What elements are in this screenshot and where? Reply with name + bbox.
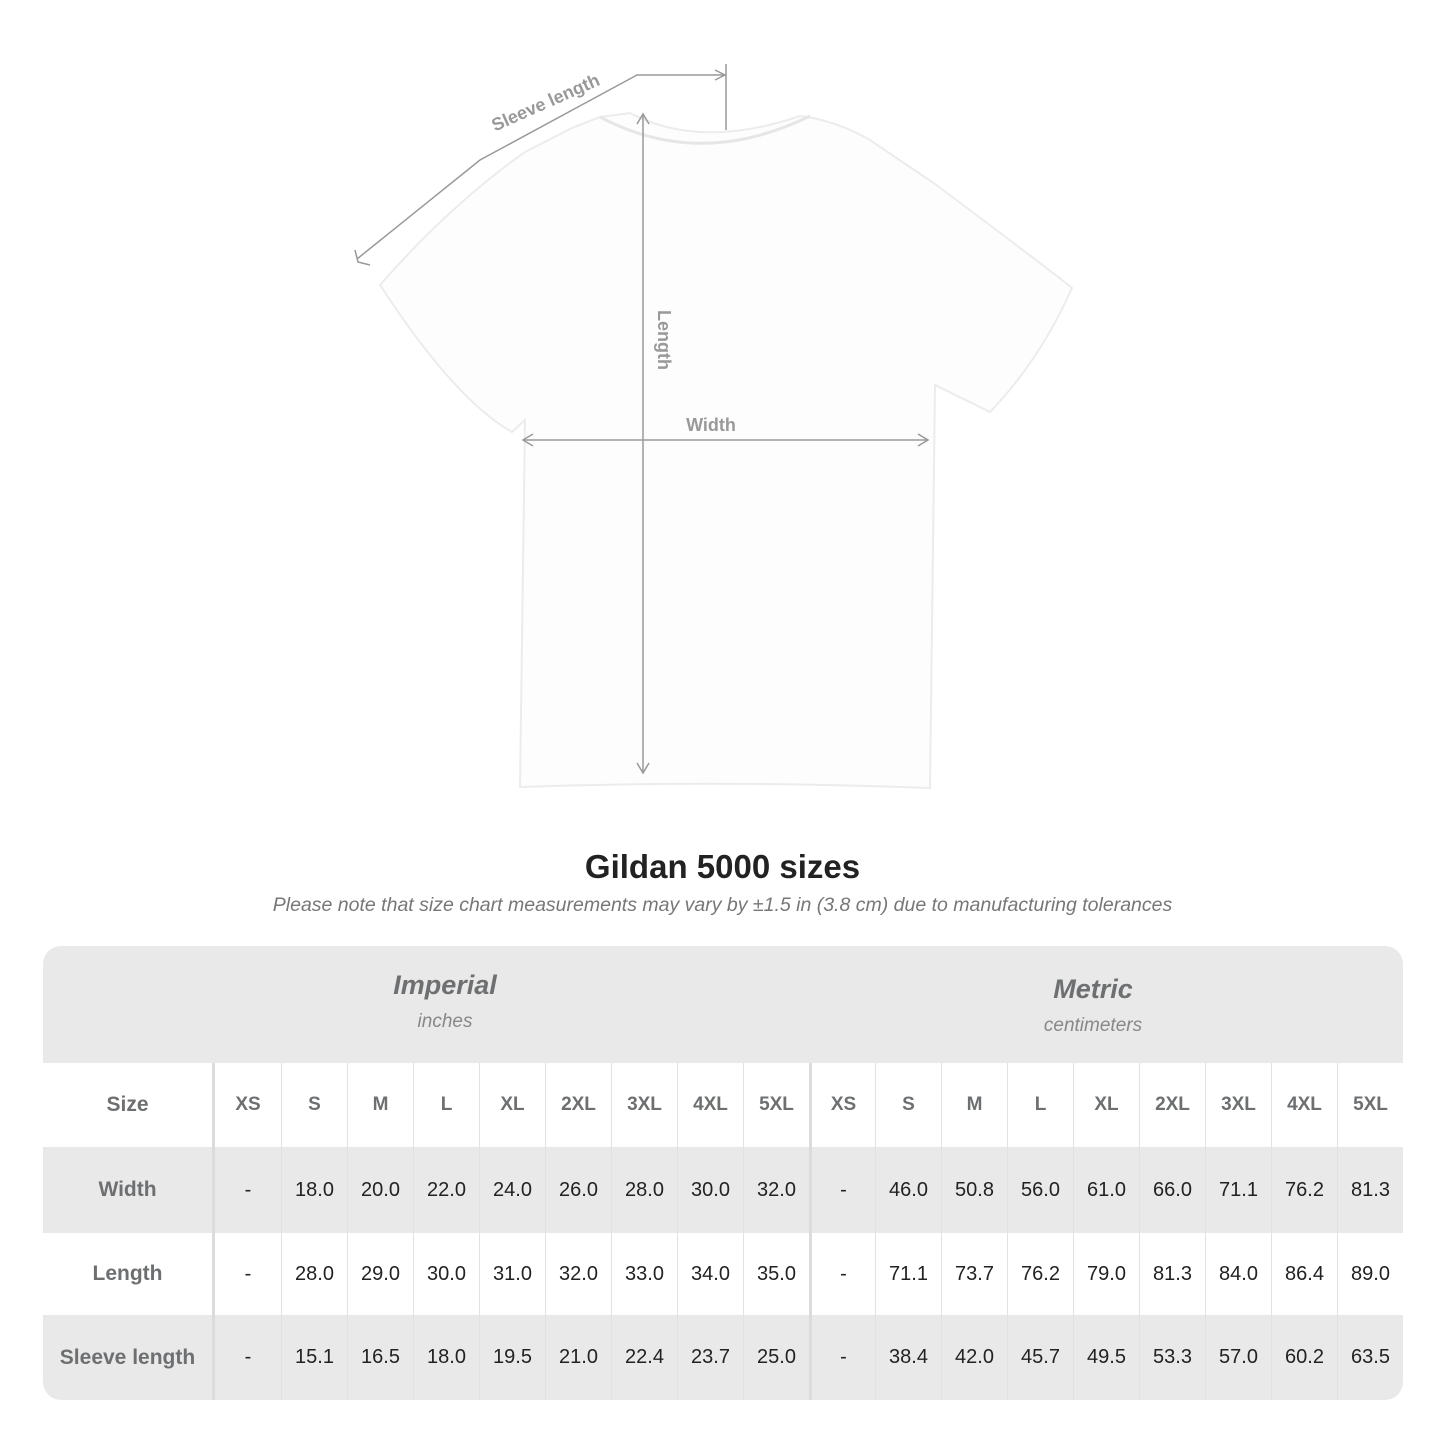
size-header-imperial: M xyxy=(347,1063,413,1147)
value-cell-imperial: 35.0 xyxy=(743,1233,809,1315)
metric-unit: centimeters xyxy=(1043,1015,1143,1036)
value-cell-metric: 46.0 xyxy=(875,1147,941,1233)
row-label: Sleeve length xyxy=(43,1315,215,1400)
width-label: Width xyxy=(686,415,736,435)
value-cell-metric: 57.0 xyxy=(1205,1315,1271,1400)
value-cell-imperial: 22.4 xyxy=(611,1315,677,1400)
unit-header-band xyxy=(43,946,1403,1063)
value-cell-imperial: 28.0 xyxy=(281,1233,347,1315)
value-cell-metric: 63.5 xyxy=(1337,1315,1403,1400)
value-cell-imperial: - xyxy=(244,1178,252,1201)
size-header-metric: S xyxy=(875,1063,941,1147)
value-cell-imperial: 19.5 xyxy=(479,1315,545,1400)
imperial-heading: Imperial xyxy=(393,970,497,1000)
size-header-metric: 4XL xyxy=(1271,1063,1337,1147)
value-cell-imperial: 29.0 xyxy=(347,1233,413,1315)
value-cell-imperial: - xyxy=(244,1262,252,1285)
value-cell-metric: 60.2 xyxy=(1271,1315,1337,1400)
value-cell-metric: 42.0 xyxy=(941,1315,1007,1400)
size-header-imperial: S xyxy=(281,1063,347,1147)
tshirt-diagram: Sleeve length Length Width xyxy=(354,64,1074,790)
value-cell-metric: - xyxy=(809,1233,875,1315)
value-cell-imperial: 34.0 xyxy=(677,1233,743,1315)
value-cell-metric: 38.4 xyxy=(875,1315,941,1400)
size-header-metric: XL xyxy=(1073,1063,1139,1147)
size-header-imperial: 4XL xyxy=(677,1063,743,1147)
value-cell-imperial: 32.0 xyxy=(545,1233,611,1315)
size-header-metric: XS xyxy=(809,1063,875,1147)
imperial-unit: inches xyxy=(417,1011,473,1032)
value-cell-metric: 61.0 xyxy=(1073,1147,1139,1233)
value-cell-imperial: - xyxy=(244,1346,252,1368)
value-cell-imperial: 22.0 xyxy=(413,1147,479,1233)
value-cell-metric: 49.5 xyxy=(1073,1315,1139,1400)
value-cell-imperial: 30.0 xyxy=(413,1233,479,1315)
value-cell-metric: 76.2 xyxy=(1007,1233,1073,1315)
value-cell-metric: 86.4 xyxy=(1271,1233,1337,1315)
value-cell-metric: 56.0 xyxy=(1007,1147,1073,1233)
row-label: Width xyxy=(43,1147,215,1233)
size-header-imperial: 5XL xyxy=(743,1063,809,1147)
page-title: Gildan 5000 sizes xyxy=(584,848,861,885)
value-cell-metric: 73.7 xyxy=(941,1233,1007,1315)
metric-header: Metric centimeters xyxy=(863,974,1323,1037)
value-cell-metric: - xyxy=(809,1147,875,1233)
value-cell-imperial: 16.5 xyxy=(347,1315,413,1400)
imperial-header: Imperial inches xyxy=(215,970,675,1033)
size-header-imperial: 2XL xyxy=(545,1063,611,1147)
value-cell-imperial: 31.0 xyxy=(479,1233,545,1315)
value-cell-metric: 76.2 xyxy=(1271,1147,1337,1233)
table-row: Width -18.0 20.0 22.0 24.0 26.0 28.0 30.0 32.0-4… xyxy=(43,1147,1403,1233)
value-cell-metric: - xyxy=(809,1315,875,1400)
value-cell-imperial: 23.7 xyxy=(677,1315,743,1400)
value-cell-metric: 71.1 xyxy=(1205,1147,1271,1233)
value-cell-metric: 45.7 xyxy=(1007,1315,1073,1400)
value-cell-metric: 81.3 xyxy=(1139,1233,1205,1315)
size-header-imperial: XL xyxy=(479,1063,545,1147)
size-header-metric: 2XL xyxy=(1139,1063,1205,1147)
size-header-imperial: 3XL xyxy=(611,1063,677,1147)
value-cell-metric: 89.0 xyxy=(1337,1233,1403,1315)
value-cell-imperial: 32.0 xyxy=(743,1147,809,1233)
value-cell-imperial: 15.1 xyxy=(281,1315,347,1400)
value-cell-metric: 71.1 xyxy=(875,1233,941,1315)
measurement-arrows xyxy=(354,64,930,775)
value-cell-metric: 81.3 xyxy=(1337,1147,1403,1233)
tshirt-shape xyxy=(378,111,1074,790)
value-cell-imperial: 18.0 xyxy=(281,1147,347,1233)
size-header-metric: L xyxy=(1007,1063,1073,1147)
table-row: Length -28.0 29.0 30.0 31.0 32.0 33.0 34.0 35.0-… xyxy=(43,1233,1403,1315)
value-cell-metric: 66.0 xyxy=(1139,1147,1205,1233)
value-cell-imperial: 21.0 xyxy=(545,1315,611,1400)
value-cell-imperial: 24.0 xyxy=(479,1147,545,1233)
tolerance-note: Please note that size chart measurements… xyxy=(272,894,1173,916)
value-cell-imperial: 26.0 xyxy=(545,1147,611,1233)
value-cell-imperial: 28.0 xyxy=(611,1147,677,1233)
size-header-metric: 5XL xyxy=(1337,1063,1403,1147)
value-cell-metric: 84.0 xyxy=(1205,1233,1271,1315)
size-label: Size xyxy=(43,1063,215,1147)
value-cell-imperial: 33.0 xyxy=(611,1233,677,1315)
row-label: Length xyxy=(43,1233,215,1315)
size-header-metric: 3XL xyxy=(1205,1063,1271,1147)
value-cell-imperial: 20.0 xyxy=(347,1147,413,1233)
size-header-row: Size XS S M L XL 2XL 3XL 4XL 5XL XS S M L XL 2XL 3XL 4XL 5… xyxy=(43,1063,1403,1147)
value-cell-imperial: 25.0 xyxy=(743,1315,809,1400)
size-header-imperial: L xyxy=(413,1063,479,1147)
metric-heading: Metric xyxy=(1053,974,1133,1004)
value-cell-metric: 50.8 xyxy=(941,1147,1007,1233)
value-cell-imperial: 30.0 xyxy=(677,1147,743,1233)
value-cell-metric: 79.0 xyxy=(1073,1233,1139,1315)
value-cell-metric: 53.3 xyxy=(1139,1315,1205,1400)
size-table: Imperial inches Metric centimeters Size X… xyxy=(43,946,1403,1400)
size-header-imperial: XS xyxy=(235,1094,261,1115)
value-cell-imperial: 18.0 xyxy=(413,1315,479,1400)
size-header-metric: M xyxy=(941,1063,1007,1147)
length-label: Length xyxy=(654,310,674,370)
table-row: Sleeve length - 15.1 16.5 18.0 19.5 21.0 22.4 23… xyxy=(43,1315,1403,1400)
